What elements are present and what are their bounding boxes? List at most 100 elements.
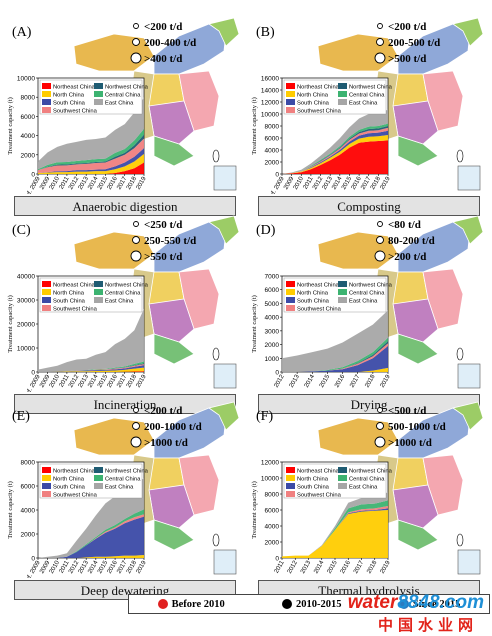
legend-label-southwest: Southwest China [297,493,342,499]
area-series-south [282,130,388,174]
legend-swatch-southwest [286,107,295,113]
map-south-region [153,519,195,551]
panel-F: <500 t/d 500-1000 t/d >1000 t/d (F) 0 2000 400… [248,400,484,600]
area-series-east [282,109,388,174]
y-tick-label: 40000 [17,274,35,281]
y-tick-label: 4000 [265,148,280,155]
size-legend-label: >550 t/d [144,251,182,263]
legend-swatch-south [42,297,51,303]
map-south-region [153,135,195,167]
legend-swatch-central [338,289,347,295]
legend-swatch-southwest [286,491,295,497]
area-series-south [38,516,144,558]
map-south-region [397,519,439,551]
region-legend-box [283,277,387,313]
legend-swatch-northeast [286,467,295,473]
size-legend-label: <250 t/d [144,219,182,231]
legend-label-central: Central China [105,477,141,483]
area-series-southwest [38,138,144,174]
panel-svg-E: <200 t/d 200-1000 t/d >1000 t/d (E) 0 2000 400… [7,401,240,578]
legend-swatch-south [286,99,295,105]
y-tick-label: 2000 [265,160,280,167]
size-legend-circle [133,23,139,29]
legend-swatch-northwest [338,281,347,287]
x-tick-label: 2019 [135,373,148,389]
panel-letter: (A) [12,25,32,40]
legend-label-northwest: Northwest China [349,283,393,289]
legend-swatch-southwest [42,491,51,497]
size-legend-label: 200-1000 t/d [144,421,202,433]
area-series-central [38,509,144,558]
y-tick-label: 10000 [17,76,35,83]
size-legend-label: >1000 t/d [388,437,432,449]
y-tick-label: 6000 [265,136,280,143]
area-series-northwest [38,363,144,372]
size-legend-circle [130,250,142,262]
y-tick-label: 0 [31,172,35,179]
x-tick-label: 2014 [303,373,316,389]
y-tick-label: 10000 [261,112,279,119]
area-series-south [38,148,144,174]
legend-swatch-northwest [94,83,103,89]
legend-label-southwest: Southwest China [53,109,98,115]
y-tick-label: 4000 [265,524,280,531]
legend-swatch-south [286,297,295,303]
size-legend-circle [132,236,140,244]
map-northwest-region [73,231,155,270]
south-sea-inset [457,363,481,389]
legend-label-northeast: Northeast China [53,469,96,475]
legend-before-2010: Before 2010 [157,599,225,610]
legend-label-north: North China [297,291,329,297]
y-tick-label: 4000 [21,133,36,140]
area-series-central [38,128,144,171]
legend-label-northeast: Northeast China [297,469,340,475]
panel-B: <200 t/d 200-500 t/d >500 t/d (B) 0 2000 4000 6… [248,16,484,216]
size-legend-circle [376,38,384,46]
x-tick-label: 2016 [333,373,346,389]
size-legend-label: <500 t/d [388,405,426,417]
size-legend-circle [374,250,386,262]
map-northeast-region [452,17,484,47]
panel-E: <200 t/d 200-1000 t/d >1000 t/d (E) 0 2000 400… [4,400,240,600]
x-tick-label: 2013 [299,559,312,575]
panel-letter: (C) [12,223,31,238]
taiwan-outline [456,149,464,163]
size-legend-label: 500-1000 t/d [388,421,446,433]
legend-swatch-central [94,91,103,97]
legend-label-northwest: Northwest China [105,469,149,475]
panel-letter: (D) [256,223,276,238]
legend-label-south: South China [53,299,86,305]
legend-label-central: Central China [105,291,141,297]
map-south-region [153,333,195,365]
size-legend-label: 200-500 t/d [388,37,440,49]
x-tick-label: 2017 [349,373,362,389]
size-legend-circle [377,407,383,413]
legend-since-2015: Since 2015 [398,599,460,610]
legend-swatch-northeast [42,281,51,287]
legend-swatch-south [42,483,51,489]
legend-swatch-northwest [338,467,347,473]
size-legend-circle [374,52,386,64]
area-series-south [282,345,388,372]
y-tick-label: 2000 [265,540,280,547]
x-tick-label: 2017 [352,559,365,575]
legend-mid-label: 2010-2015 [296,598,342,610]
black-dot-icon [282,599,293,609]
legend-swatch-north [286,289,295,295]
legend-swatch-north [286,475,295,481]
period-legend: Before 2010 2010-2015 Since 2015 [128,594,490,614]
y-tick-label: 4000 [265,315,280,322]
area-series-east [38,97,144,170]
panel-C: <250 t/d 250-550 t/d >550 t/d (C) 0 10000 2000… [4,214,240,414]
size-legend-label: >1000 t/d [144,437,188,449]
legend-2010-2015: 2010-2015 [282,599,342,610]
y-tick-label: 0 [275,172,279,179]
area-series-northeast [282,140,388,174]
panel-svg-D: <80 t/d 80-200 t/d >200 t/d (D) 0 1000 2000 300… [251,215,484,389]
y-tick-label: 10000 [261,476,279,483]
size-legend-label: <200 t/d [144,405,182,417]
y-tick-label: 8000 [265,124,280,131]
area-series-northeast [38,371,144,372]
area-series-central [282,500,388,557]
legend-swatch-north [286,91,295,97]
